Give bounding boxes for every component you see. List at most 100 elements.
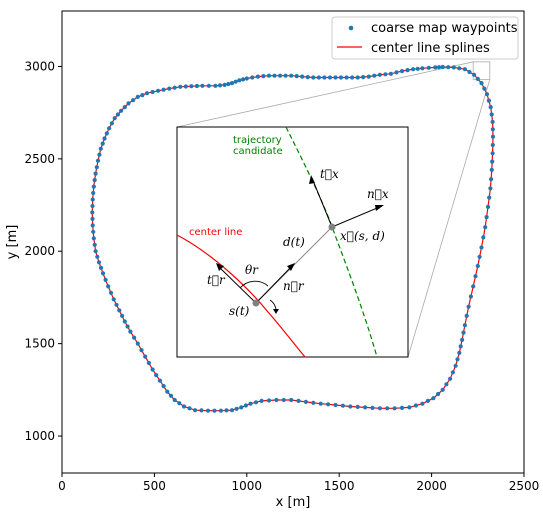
zoom-connector-top [176, 61, 474, 128]
waypoint-marker [95, 158, 101, 163]
waypoint-marker [92, 178, 97, 183]
waypoint-marker [420, 401, 425, 406]
waypoint-marker [239, 405, 244, 410]
waypoint-marker [355, 404, 360, 409]
inset-nr-arrow [255, 264, 294, 304]
waypoint-marker [90, 203, 95, 209]
waypoint-marker [433, 65, 438, 70]
inset-label-theta: θr [245, 263, 259, 277]
waypoint-marker [193, 408, 198, 413]
waypoint-marker [392, 406, 397, 411]
waypoint-marker [100, 271, 106, 276]
waypoint-marker [453, 363, 458, 368]
waypoint-marker [490, 151, 495, 156]
inset-trajectory-candidate [285, 126, 378, 358]
waypoint-marker [234, 406, 239, 411]
waypoint-marker [108, 290, 114, 295]
waypoint-marker [473, 274, 478, 279]
waypoint-marker [109, 121, 114, 126]
waypoint-marker [93, 249, 98, 254]
waypoint-marker [407, 405, 412, 410]
waypoint-marker [259, 398, 264, 403]
waypoint-marker [467, 69, 472, 75]
waypoint-marker [488, 186, 493, 191]
waypoint-marker [370, 405, 375, 410]
waypoint-marker [361, 75, 366, 80]
waypoint-marker [199, 408, 204, 413]
zoom-region-box [472, 61, 491, 80]
waypoint-marker [248, 401, 253, 406]
waypoint-marker [399, 405, 405, 410]
waypoint-marker [468, 294, 473, 299]
waypoint-marker [399, 69, 405, 74]
waypoint-marker [250, 75, 255, 80]
inset-label-tr: t⃗r [207, 273, 226, 287]
inset-label-nr: n⃗r [283, 279, 305, 293]
waypoint-marker [91, 236, 96, 241]
waypoint-marker [120, 313, 125, 318]
waypoint-marker [440, 387, 445, 392]
waypoint-marker [205, 408, 211, 413]
waypoint-marker [111, 297, 116, 302]
inset-label-nx: n⃗x [367, 187, 389, 201]
waypoint-marker [415, 66, 420, 71]
waypoint-marker [472, 72, 477, 77]
waypoint-marker [426, 65, 431, 70]
waypoint-marker [300, 74, 305, 79]
waypoint-marker [484, 215, 489, 220]
waypoint-marker [464, 313, 469, 318]
waypoint-marker [455, 357, 460, 362]
x-tick-label: 1000 [232, 479, 263, 493]
waypoint-marker [143, 354, 148, 359]
inset-label-dt: d(t) [283, 235, 305, 249]
inset-point-x [328, 223, 336, 231]
inset-zoom: trajectory candidate center line t⃗x n⃗x… [176, 126, 409, 358]
waypoint-marker [107, 126, 112, 131]
waypoint-marker [451, 65, 456, 70]
waypoint-marker [348, 404, 353, 409]
inset-tx-arrowhead [309, 175, 315, 184]
waypoint-marker [97, 152, 102, 157]
waypoint-marker [477, 254, 482, 259]
waypoint-marker [266, 73, 272, 78]
waypoint-marker [274, 397, 279, 403]
waypoint-marker [272, 73, 277, 78]
waypoint-marker [283, 73, 288, 78]
waypoint-marker [483, 225, 488, 230]
waypoint-marker [114, 302, 119, 307]
waypoint-marker [490, 142, 495, 148]
waypoint-marker [482, 86, 487, 91]
waypoint-marker [226, 81, 231, 87]
inset-tr-arrow [217, 265, 257, 304]
y-tick-label: 1500 [24, 337, 55, 351]
inset-nx-arrowhead [375, 205, 384, 211]
waypoint-marker [326, 402, 331, 407]
waypoint-marker [229, 408, 235, 413]
inset-nx-arrow [331, 205, 383, 228]
waypoint-marker [200, 83, 205, 88]
waypoint-marker [217, 83, 223, 88]
waypoint-marker [244, 76, 249, 81]
waypoint-marker [281, 397, 286, 403]
legend-box [331, 16, 519, 60]
waypoint-marker [103, 277, 108, 282]
waypoint-marker [355, 75, 360, 80]
waypoint-marker [413, 403, 418, 408]
waypoint-marker [161, 87, 166, 92]
waypoint-marker [479, 81, 484, 86]
inset-theta-arc [239, 280, 269, 289]
waypoint-marker [128, 329, 133, 334]
x-tick-label: 500 [143, 479, 166, 493]
waypoint-marker [266, 398, 272, 403]
waypoint-marker [237, 78, 242, 83]
waypoint-marker [189, 84, 194, 89]
waypoint-marker [126, 101, 131, 106]
waypoint-marker [481, 235, 486, 240]
waypoint-marker [93, 171, 98, 176]
inset-point-s [252, 299, 260, 307]
waypoint-marker [311, 400, 316, 405]
waypoint-marker [333, 402, 338, 408]
waypoint-marker [144, 91, 150, 96]
waypoint-marker [135, 341, 140, 346]
y-tick-label: 2500 [24, 152, 55, 166]
